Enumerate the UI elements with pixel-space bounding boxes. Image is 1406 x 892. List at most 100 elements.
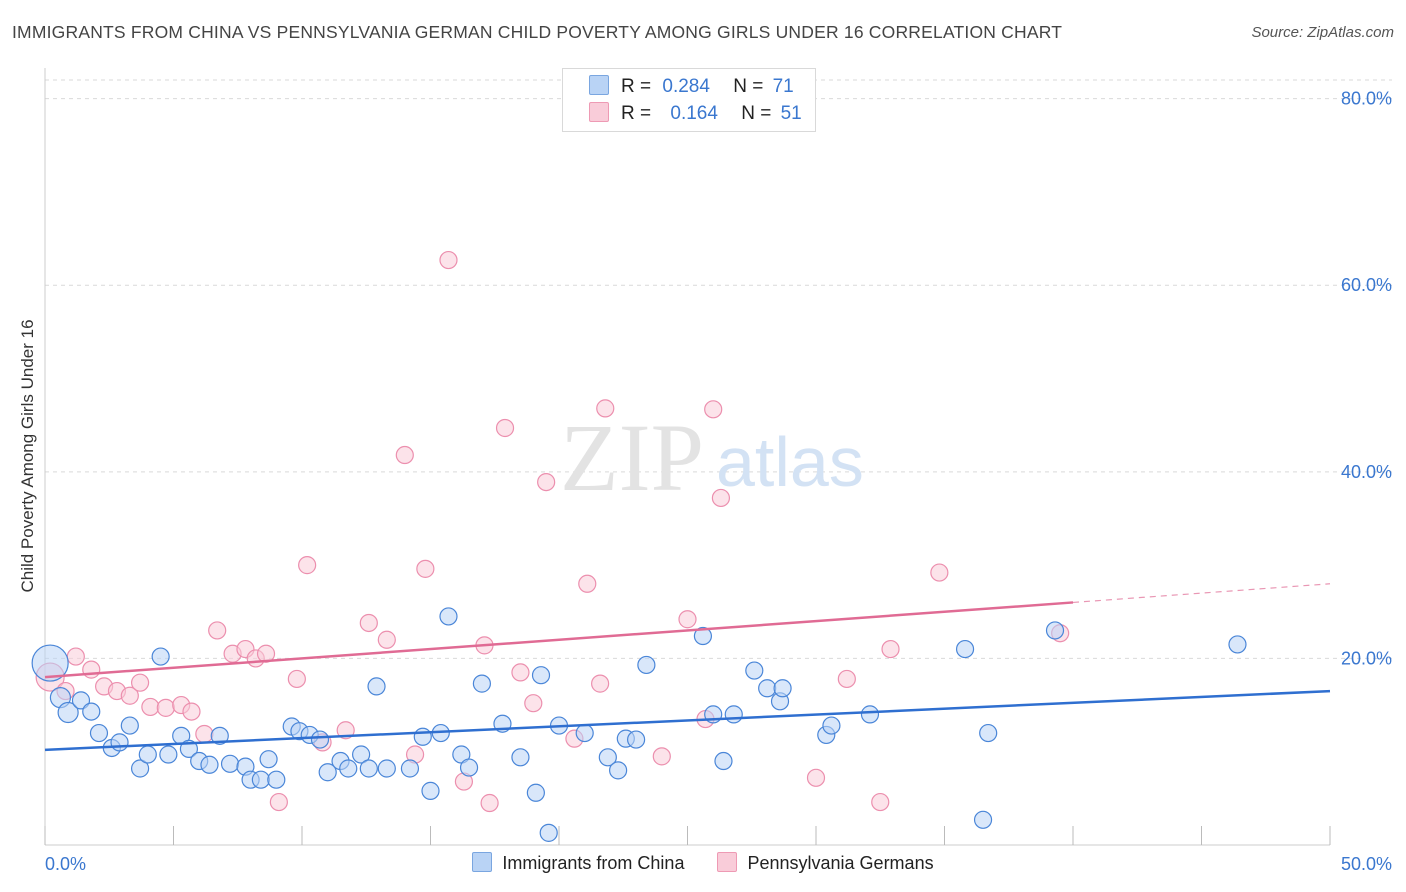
r-value-pennsylvania: 0.164 xyxy=(670,103,718,124)
blue-point xyxy=(130,759,150,778)
blue-point xyxy=(609,761,628,780)
y-axis-label: Child Poverty Among Girls Under 16 xyxy=(18,319,37,593)
blue-point xyxy=(200,755,219,774)
blue-point xyxy=(1045,621,1065,640)
blue-point xyxy=(339,759,358,778)
pink-point xyxy=(524,694,543,713)
legend-item-pennsylvania: Pennsylvania Germans xyxy=(717,852,934,874)
trend-line-china xyxy=(44,689,1331,752)
pink-point xyxy=(359,613,378,633)
pink-swatch-icon xyxy=(589,102,609,122)
legend-label-china: Immigrants from China xyxy=(502,853,685,873)
r-value-china: 0.284 xyxy=(662,76,710,97)
r-label: R = xyxy=(621,103,652,124)
n-label: N = xyxy=(733,76,764,97)
pink-point xyxy=(416,559,435,578)
blue-point xyxy=(745,661,764,680)
pink-point xyxy=(704,400,723,419)
blue-point xyxy=(110,733,129,752)
blue-point xyxy=(251,770,270,789)
blue-point xyxy=(267,770,286,789)
blue-point xyxy=(439,607,458,626)
blue-point xyxy=(472,674,491,693)
blue-point xyxy=(598,748,617,767)
blue-point xyxy=(822,716,841,735)
y-tick-label: 80.0% xyxy=(1341,89,1392,109)
blue-point xyxy=(860,705,880,724)
blue-point xyxy=(773,679,792,698)
pink-point xyxy=(591,674,610,693)
blue-point xyxy=(421,781,440,800)
blue-point xyxy=(400,759,420,778)
pink-point xyxy=(66,647,85,666)
blue-point xyxy=(138,745,157,764)
blue-point xyxy=(724,705,743,724)
blue-point xyxy=(955,639,975,659)
chart-title: IMMIGRANTS FROM CHINA VS PENNSYLVANIA GE… xyxy=(12,22,1063,42)
pink-point xyxy=(141,697,160,717)
pink-point xyxy=(182,702,201,721)
blue-point xyxy=(259,750,278,769)
legend-row-pennsylvania: R = 0.164 N = 51 xyxy=(589,102,802,126)
series-pennsylvania-germans xyxy=(35,250,1070,813)
pink-point xyxy=(837,669,856,689)
blue-point xyxy=(57,701,79,724)
tick-labels: 20.0% 40.0% 60.0% 80.0% 0.0% 50.0% xyxy=(45,89,1392,874)
n-value-china: 71 xyxy=(772,76,794,97)
source-credit: Source: ZipAtlas.com xyxy=(1251,24,1394,41)
blue-point xyxy=(758,679,777,698)
blue-point xyxy=(359,759,378,778)
trend-lines xyxy=(44,583,1331,752)
blue-swatch-icon xyxy=(472,852,493,872)
n-label: N = xyxy=(741,103,772,124)
blue-point xyxy=(71,691,91,710)
blue-point xyxy=(318,763,337,782)
blue-point xyxy=(973,810,993,829)
blue-point xyxy=(159,745,178,764)
blue-point xyxy=(220,754,240,773)
pink-point xyxy=(871,792,890,812)
pink-point xyxy=(596,399,615,418)
blue-point xyxy=(210,726,229,745)
pink-point xyxy=(537,472,556,492)
pink-point xyxy=(82,660,101,679)
pink-point xyxy=(269,792,288,812)
pink-point xyxy=(930,563,949,582)
pink-point xyxy=(336,721,355,740)
pink-point xyxy=(195,724,214,744)
blue-point xyxy=(531,666,551,685)
pink-point xyxy=(480,793,499,813)
pink-point xyxy=(156,698,175,717)
pink-point xyxy=(806,768,826,787)
blue-point xyxy=(693,626,713,646)
trend-line-pennsylvania-extension xyxy=(1072,583,1331,604)
legend-label-pennsylvania: Pennsylvania Germans xyxy=(747,853,934,873)
blue-point xyxy=(714,751,733,771)
watermark-atlas: atlas xyxy=(716,423,864,501)
blue-point xyxy=(377,759,396,778)
blue-point xyxy=(526,783,545,802)
x-tick-label: 50.0% xyxy=(1341,854,1392,874)
pink-swatch-icon xyxy=(717,852,738,872)
blue-point xyxy=(637,655,656,675)
legend-row-china: R = 0.284 N = 71 xyxy=(589,75,794,99)
blue-point xyxy=(82,702,101,721)
grid-lines xyxy=(45,79,1392,659)
trend-line-pennsylvania xyxy=(44,601,1074,679)
blue-point xyxy=(367,677,386,696)
series-immigrants-from-china xyxy=(31,607,1247,842)
pink-point xyxy=(287,669,306,689)
pink-point xyxy=(120,686,139,705)
blue-point xyxy=(1228,635,1247,654)
r-label: R = xyxy=(621,76,652,97)
axes xyxy=(44,68,1331,846)
x-tick-label: 0.0% xyxy=(45,854,86,874)
pink-point xyxy=(439,250,458,270)
pink-point xyxy=(395,445,414,465)
pink-point xyxy=(578,574,597,593)
pink-point xyxy=(711,488,731,508)
pink-point xyxy=(208,621,227,640)
pink-point xyxy=(495,418,515,438)
blue-point xyxy=(459,758,479,777)
